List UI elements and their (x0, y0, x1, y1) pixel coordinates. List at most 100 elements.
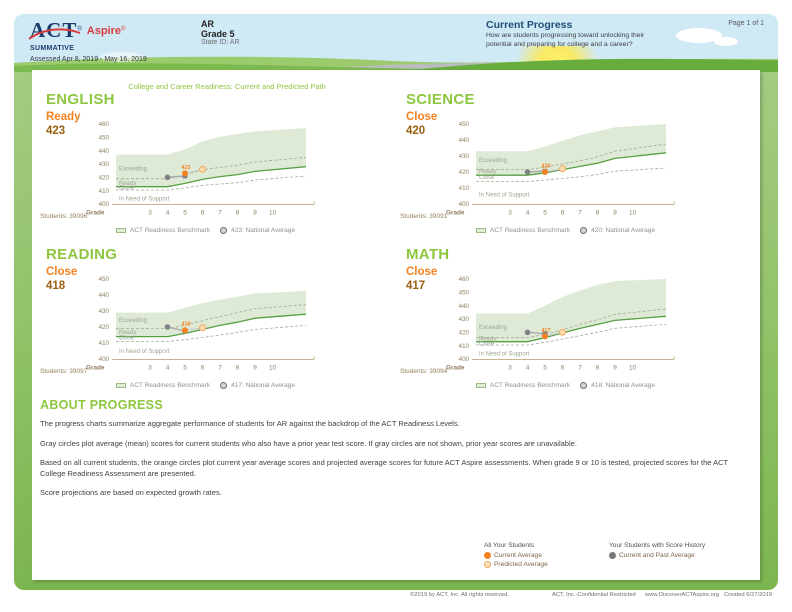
legend-item: Current and Past Average (609, 552, 705, 559)
national-average-label: 423: National Average (231, 227, 295, 234)
svg-text:Close: Close (479, 342, 495, 348)
svg-text:420: 420 (542, 164, 551, 170)
legend-column-title: Your Students with Score History (609, 542, 706, 549)
svg-text:400: 400 (459, 356, 470, 363)
svg-text:3: 3 (148, 365, 152, 372)
svg-text:5: 5 (543, 365, 547, 372)
benchmark-swatch-icon (116, 228, 126, 233)
national-average-label: 420: National Average (591, 227, 655, 234)
svg-text:10: 10 (269, 210, 277, 217)
students-count: Students: 39097 (40, 368, 88, 375)
about-progress-title: ABOUT PROGRESS (40, 398, 163, 412)
svg-text:460: 460 (459, 276, 470, 283)
svg-text:450: 450 (99, 276, 110, 283)
subject-panel-science: SCIENCE Close 420 Students: 39091 Exceed… (398, 91, 754, 248)
svg-text:417: 417 (542, 328, 551, 334)
subject-panel-english: ENGLISH Ready 423 Students: 39096 Exceed… (38, 91, 394, 248)
section-title: Current Progress (486, 19, 573, 31)
svg-text:3: 3 (508, 210, 512, 217)
svg-text:Exceeding: Exceeding (479, 158, 507, 164)
svg-text:Grade: Grade (86, 210, 105, 217)
benchmark-legend-label: ACT Readiness Benchmark (490, 382, 571, 389)
svg-text:Ready: Ready (479, 169, 496, 175)
logo-aspire-text: Aspire (86, 25, 122, 37)
svg-text:410: 410 (459, 343, 470, 350)
svg-text:420: 420 (99, 175, 110, 182)
logo-act-text: ACT (30, 18, 78, 42)
svg-text:3: 3 (508, 365, 512, 372)
created-date: Created 6/27/2019 (724, 592, 773, 598)
grade-label: Grade 5 (201, 29, 235, 39)
svg-text:8: 8 (596, 210, 600, 217)
benchmark-swatch-icon (476, 383, 486, 388)
cloud-icon (714, 37, 738, 46)
svg-text:430: 430 (99, 308, 110, 315)
svg-text:440: 440 (99, 148, 110, 155)
cloud-icon (100, 52, 144, 62)
chart-legend: ACT Readiness Benchmark 417: National Av… (116, 382, 295, 389)
state-label: AR (201, 19, 214, 29)
svg-text:Close: Close (479, 175, 495, 181)
svg-text:400: 400 (99, 356, 110, 363)
svg-text:420: 420 (99, 324, 110, 331)
svg-text:430: 430 (459, 153, 470, 160)
svg-text:410: 410 (99, 340, 110, 347)
svg-text:9: 9 (613, 365, 617, 372)
svg-text:4: 4 (166, 210, 170, 217)
svg-text:410: 410 (99, 188, 110, 195)
svg-text:Exceeding: Exceeding (479, 325, 507, 331)
copyright-text: ©2019 by ACT, Inc. All rights reserved. (410, 592, 509, 598)
registered-mark-icon: ® (77, 26, 82, 33)
svg-text:4: 4 (166, 365, 170, 372)
svg-text:4: 4 (526, 365, 530, 372)
students-count: Students: 39094 (400, 368, 448, 375)
svg-text:8: 8 (236, 365, 240, 372)
chart-legend: ACT Readiness Benchmark 420: National Av… (476, 227, 655, 234)
svg-text:6: 6 (201, 210, 205, 217)
subject-panel-reading: READING Close 418 Students: 39097 Exceed… (38, 246, 394, 403)
benchmark-swatch-icon (116, 383, 126, 388)
svg-text:430: 430 (459, 316, 470, 323)
page-number: Page 1 of 1 (728, 20, 764, 27)
national-average-icon (220, 227, 228, 234)
svg-text:450: 450 (99, 135, 110, 142)
svg-text:In Need of Support: In Need of Support (479, 192, 530, 198)
svg-text:Grade: Grade (446, 365, 465, 372)
svg-text:400: 400 (99, 201, 110, 208)
svg-text:Close: Close (119, 186, 135, 192)
students-count: Students: 39096 (40, 213, 88, 220)
legend-item-label: Predicted Average (494, 561, 548, 568)
national-average-label: 418: National Average (591, 382, 655, 389)
subject-panel-math: MATH Close 417 Students: 39094 Exceeding… (398, 246, 754, 403)
svg-text:9: 9 (253, 210, 257, 217)
program-label: SUMMATIVE (30, 45, 75, 52)
about-paragraph: Score projections are based on expected … (40, 488, 222, 497)
national-average-label: 417: National Average (231, 382, 295, 389)
about-paragraph: Gray circles plot average (mean) scores … (40, 438, 577, 448)
svg-text:9: 9 (253, 365, 257, 372)
svg-text:450: 450 (459, 121, 470, 128)
legend-item-label: Current and Past Average (619, 552, 695, 559)
svg-text:In Need of Support: In Need of Support (479, 352, 530, 358)
subject-title: MATH (406, 246, 450, 263)
act-aspire-logo: ACT® Aspire® (28, 18, 180, 44)
legend-column-title: All Your Students (484, 542, 535, 549)
svg-text:Grade: Grade (86, 365, 105, 372)
svg-text:5: 5 (183, 210, 187, 217)
svg-text:5: 5 (183, 365, 187, 372)
aspire-url-link[interactable]: www.DiscoverACTAspire.org (645, 592, 719, 598)
readiness-status: Close (406, 266, 438, 278)
subject-title: READING (46, 246, 118, 263)
svg-text:Grade: Grade (446, 210, 465, 217)
svg-text:440: 440 (99, 292, 110, 299)
content-card: College and Career Readiness: Current an… (32, 70, 760, 580)
readiness-status: Close (46, 266, 78, 278)
svg-text:8: 8 (596, 365, 600, 372)
svg-text:7: 7 (218, 210, 222, 217)
students-count: Students: 39091 (400, 213, 448, 220)
section-description: How are students progressing toward unlo… (486, 32, 645, 48)
svg-text:10: 10 (629, 210, 637, 217)
svg-text:7: 7 (218, 365, 222, 372)
